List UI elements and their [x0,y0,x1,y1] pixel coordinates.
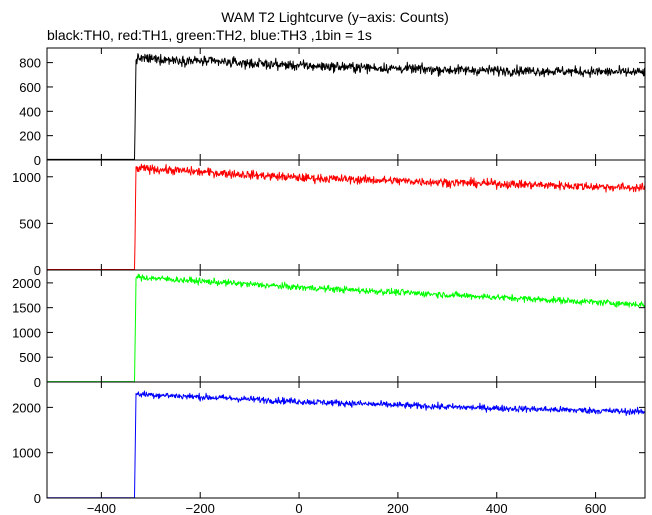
y-tick-label: 1000 [12,170,41,185]
y-tick-label: 200 [19,129,41,144]
panel-th3: 0 1000 2000 [12,381,646,506]
series-line-th1 [47,163,646,270]
y-tick-label: 0 [34,491,41,506]
series-line-th2 [47,273,646,383]
x-tick-label: −400 [87,501,116,515]
y-tick-label: 1000 [12,325,41,340]
x-tick-label: 0 [295,501,302,515]
y-tick-label: 600 [19,80,41,95]
y-tick-label: 2000 [12,276,41,291]
y-tick-label: 1000 [12,446,41,461]
y-tick-label: 400 [19,104,41,119]
y-tick-label: 0 [34,153,41,168]
panel-th1: 0 500 1000 [12,159,646,278]
x-tick-label: 400 [486,501,508,515]
panel-frame [46,381,646,499]
y-tick-label: 500 [19,350,41,365]
chart-subtitle: black:TH0, red:TH1, green:TH2, blue:TH3 … [47,27,372,43]
x-axis: −400 −200 0 200 400 600 [87,501,607,515]
series-line-th0 [47,53,646,160]
x-tick-label: −200 [186,501,215,515]
chart-title: WAM T2 Lightcurve (y−axis: Counts) [221,9,449,25]
x-tick-label: 200 [387,501,409,515]
y-tick-label: 1500 [12,301,41,316]
y-tick-label: 800 [19,56,41,71]
y-tick-label: 0 [34,263,41,278]
panel-th0: 0 200 400 600 800 [19,47,646,168]
y-tick-label: 500 [19,216,41,231]
series-line-th3 [47,390,646,499]
panel-th2: 0 500 1000 1500 2000 [12,269,646,390]
y-tick-label: 2000 [12,400,41,415]
y-tick-label: 0 [34,375,41,390]
chart-panels: 0200400600800050010000500100015002000010… [12,47,646,506]
x-tick-label: 600 [585,501,607,515]
